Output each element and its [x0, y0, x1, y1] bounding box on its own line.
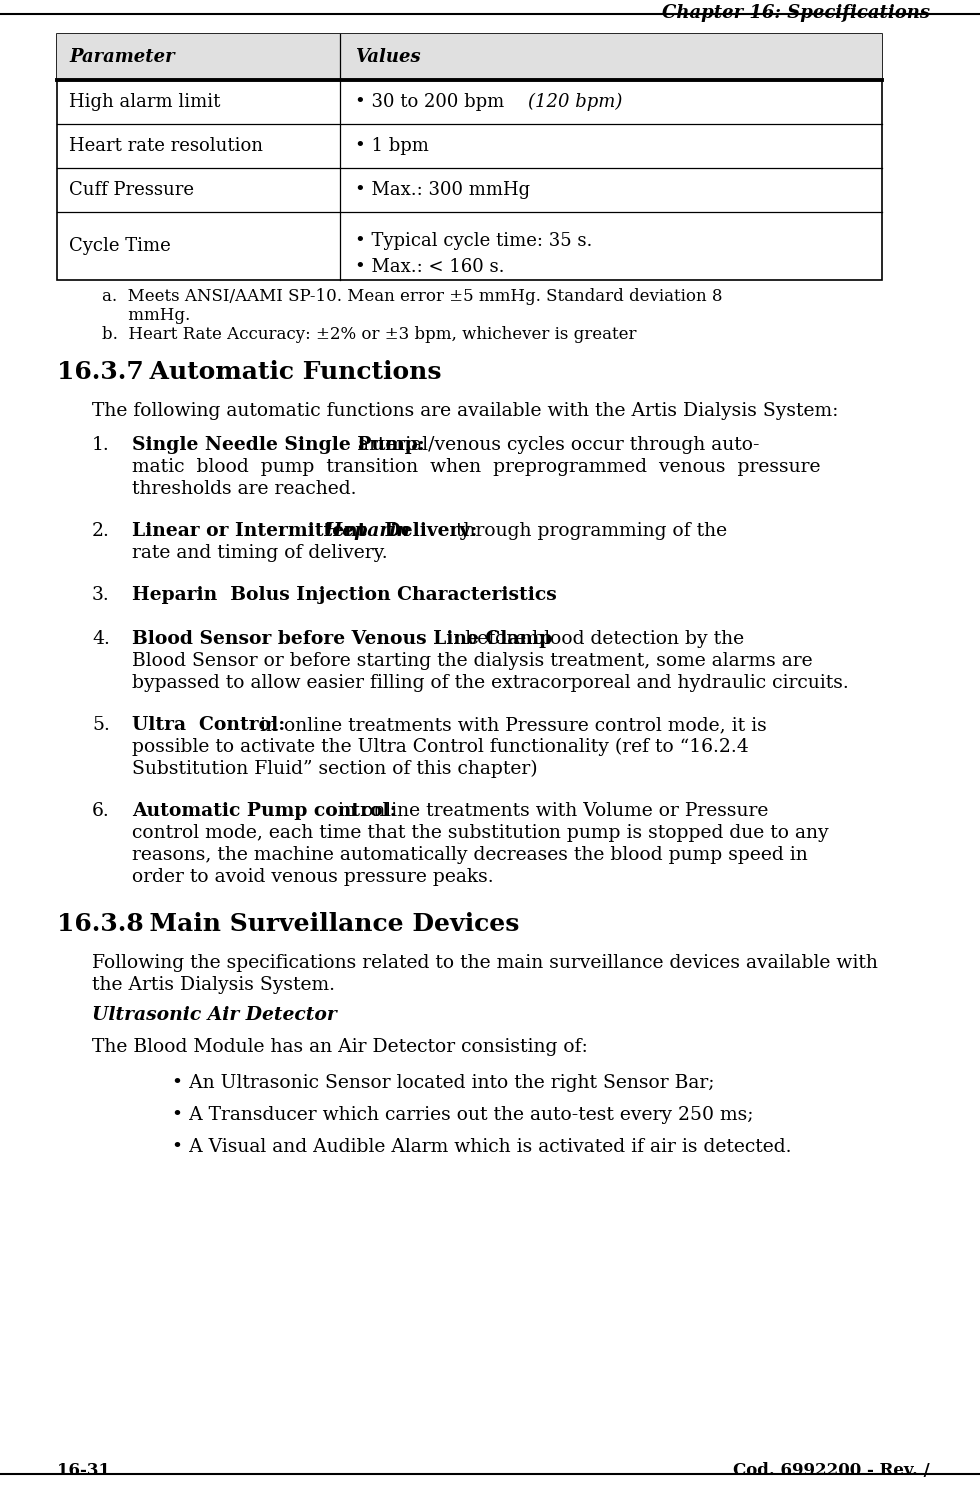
Text: arterial/venous cycles occur through auto-: arterial/venous cycles occur through aut…: [352, 436, 760, 454]
Text: through programming of the: through programming of the: [450, 522, 727, 540]
Text: The Blood Module has an Air Detector consisting of:: The Blood Module has an Air Detector con…: [92, 1038, 588, 1056]
Text: : before blood detection by the: : before blood detection by the: [453, 630, 744, 648]
Text: • Typical cycle time: 35 s.: • Typical cycle time: 35 s.: [355, 232, 592, 250]
Text: b.  Heart Rate Accuracy: ±2% or ±3 bpm, whichever is greater: b. Heart Rate Accuracy: ±2% or ±3 bpm, w…: [102, 326, 636, 343]
Text: Parameter: Parameter: [69, 48, 174, 66]
Text: rate and timing of delivery.: rate and timing of delivery.: [132, 544, 388, 562]
Bar: [57, 35, 882, 280]
Text: • 30 to 200 bpm: • 30 to 200 bpm: [355, 93, 510, 111]
Text: Ultra  Control:: Ultra Control:: [132, 716, 285, 734]
Text: 6.: 6.: [92, 802, 110, 820]
Text: Blood Sensor or before starting the dialysis treatment, some alarms are: Blood Sensor or before starting the dial…: [132, 653, 812, 669]
Text: The following automatic functions are available with the Artis Dialysis System:: The following automatic functions are av…: [92, 402, 838, 420]
Text: 5.: 5.: [92, 716, 110, 734]
Text: Heart rate resolution: Heart rate resolution: [69, 137, 263, 155]
Text: Delivery:: Delivery:: [378, 522, 477, 540]
Text: 4.: 4.: [92, 630, 110, 648]
Text: Cod. 6992200 - Rev. /: Cod. 6992200 - Rev. /: [733, 1462, 930, 1478]
Text: • Max.: < 160 s.: • Max.: < 160 s.: [355, 259, 505, 277]
Text: • A Visual and Audible Alarm which is activated if air is detected.: • A Visual and Audible Alarm which is ac…: [172, 1139, 792, 1157]
Text: Ultrasonic Air Detector: Ultrasonic Air Detector: [92, 1006, 337, 1024]
Text: Heparin: Heparin: [318, 522, 410, 540]
Text: 3.: 3.: [92, 587, 110, 605]
Text: Cycle Time: Cycle Time: [69, 238, 171, 256]
Text: • An Ultrasonic Sensor located into the right Sensor Bar;: • An Ultrasonic Sensor located into the …: [172, 1074, 714, 1092]
Text: Cuff Pressure: Cuff Pressure: [69, 180, 194, 199]
Text: the Artis Dialysis System.: the Artis Dialysis System.: [92, 976, 335, 994]
Text: (120 bpm): (120 bpm): [528, 93, 622, 111]
Text: control mode, each time that the substitution pump is stopped due to any: control mode, each time that the substit…: [132, 824, 829, 842]
Text: possible to activate the Ultra Control functionality (ref to “16.2.4: possible to activate the Ultra Control f…: [132, 738, 749, 757]
Text: • Max.: 300 mmHg: • Max.: 300 mmHg: [355, 180, 530, 199]
Text: High alarm limit: High alarm limit: [69, 93, 220, 111]
Text: Following the specifications related to the main surveillance devices available : Following the specifications related to …: [92, 954, 878, 972]
Text: reasons, the machine automatically decreases the blood pump speed in: reasons, the machine automatically decre…: [132, 845, 808, 863]
Text: 16.3.8: 16.3.8: [57, 911, 144, 935]
Text: Heparin  Bolus Injection Characteristics: Heparin Bolus Injection Characteristics: [132, 587, 557, 605]
Text: Blood Sensor before Venous Line Clamp: Blood Sensor before Venous Line Clamp: [132, 630, 552, 648]
Text: Linear or Intermittent: Linear or Intermittent: [132, 522, 367, 540]
Text: mmHg.: mmHg.: [102, 307, 190, 323]
Text: a.  Meets ANSI/AAMI SP-10. Mean error ±5 mmHg. Standard deviation 8: a. Meets ANSI/AAMI SP-10. Mean error ±5 …: [102, 287, 722, 305]
Text: Single Needle Single Pump:: Single Needle Single Pump:: [132, 436, 424, 454]
Text: Automatic Pump control:: Automatic Pump control:: [132, 802, 397, 820]
Text: • 1 bpm: • 1 bpm: [355, 137, 429, 155]
Text: • A Transducer which carries out the auto-test every 250 ms;: • A Transducer which carries out the aut…: [172, 1105, 754, 1123]
Text: in online treatments with Pressure control mode, it is: in online treatments with Pressure contr…: [254, 716, 766, 734]
Text: 16-31: 16-31: [57, 1462, 110, 1478]
Text: Substitution Fluid” section of this chapter): Substitution Fluid” section of this chap…: [132, 760, 538, 778]
Text: thresholds are reached.: thresholds are reached.: [132, 480, 357, 498]
Text: 16.3.7: 16.3.7: [57, 359, 144, 384]
Text: Automatic Functions: Automatic Functions: [132, 359, 442, 384]
Text: 2.: 2.: [92, 522, 110, 540]
Text: Main Surveillance Devices: Main Surveillance Devices: [132, 911, 519, 935]
Bar: [57, 35, 882, 80]
Text: order to avoid venous pressure peaks.: order to avoid venous pressure peaks.: [132, 868, 494, 886]
Text: in online treatments with Volume or Pressure: in online treatments with Volume or Pres…: [332, 802, 768, 820]
Text: bypassed to allow easier filling of the extracorporeal and hydraulic circuits.: bypassed to allow easier filling of the …: [132, 674, 849, 692]
Text: Chapter 16: Specifications: Chapter 16: Specifications: [662, 5, 930, 23]
Text: matic  blood  pump  transition  when  preprogrammed  venous  pressure: matic blood pump transition when preprog…: [132, 459, 820, 475]
Text: Values: Values: [355, 48, 420, 66]
Text: 1.: 1.: [92, 436, 110, 454]
